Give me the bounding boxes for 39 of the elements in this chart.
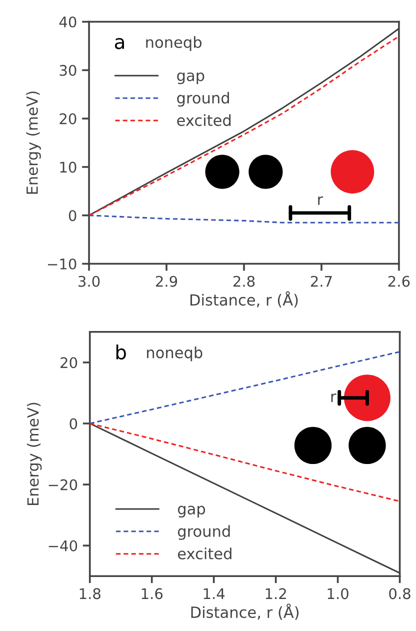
x-tick-label: 2.8 [233, 276, 255, 287]
x-tick-label: 1.8 [80, 588, 100, 600]
annotation: noneqb [146, 36, 202, 51]
y-tick-label: 0 [68, 210, 76, 222]
x-axis-title: Distance, r (Å) [190, 291, 298, 308]
legend-label: gap [177, 72, 204, 84]
y-tick-label: −40 [48, 540, 78, 552]
annotation: r [331, 394, 336, 402]
legend-label: excited [178, 548, 232, 560]
annotation: b [116, 344, 126, 360]
y-tick-label: 0 [70, 418, 78, 430]
legend-label: gap [178, 506, 206, 518]
legend-label: ground [178, 525, 230, 540]
y-axis-title: Energy (meV) [26, 92, 41, 194]
x-axis-title: Distance, r (Å) [191, 604, 299, 620]
x-tick-label: 2.6 [388, 276, 410, 287]
x-tick-label: 2.9 [156, 276, 178, 287]
y-tick-label: 30 [60, 64, 76, 76]
x-tick-label: 1.0 [328, 588, 348, 600]
x-tick-label: 1.4 [204, 588, 225, 599]
y-tick-label: 40 [59, 16, 76, 28]
y-tick-label: 10 [60, 162, 76, 173]
legend-label: ground [177, 92, 229, 107]
x-tick-label: 3.0 [78, 276, 100, 287]
x-tick-label: 0.8 [389, 588, 410, 600]
y-tick-label: 20 [60, 357, 78, 368]
y-tick-label: 20 [60, 113, 76, 124]
annotation: a [114, 38, 124, 50]
line-series [89, 214, 399, 224]
x-tick-label: 1.6 [142, 588, 163, 600]
y-tick-label: −20 [48, 479, 78, 490]
y-tick-label: −10 [48, 258, 76, 270]
y-axis-title: Energy (meV) [26, 402, 42, 506]
line-series [90, 422, 400, 502]
annotation: noneqb [147, 346, 202, 362]
x-tick-label: 2.7 [310, 276, 332, 287]
annotation: r [318, 196, 324, 205]
x-tick-label: 1.2 [266, 588, 286, 599]
legend-label: excited [177, 114, 231, 126]
